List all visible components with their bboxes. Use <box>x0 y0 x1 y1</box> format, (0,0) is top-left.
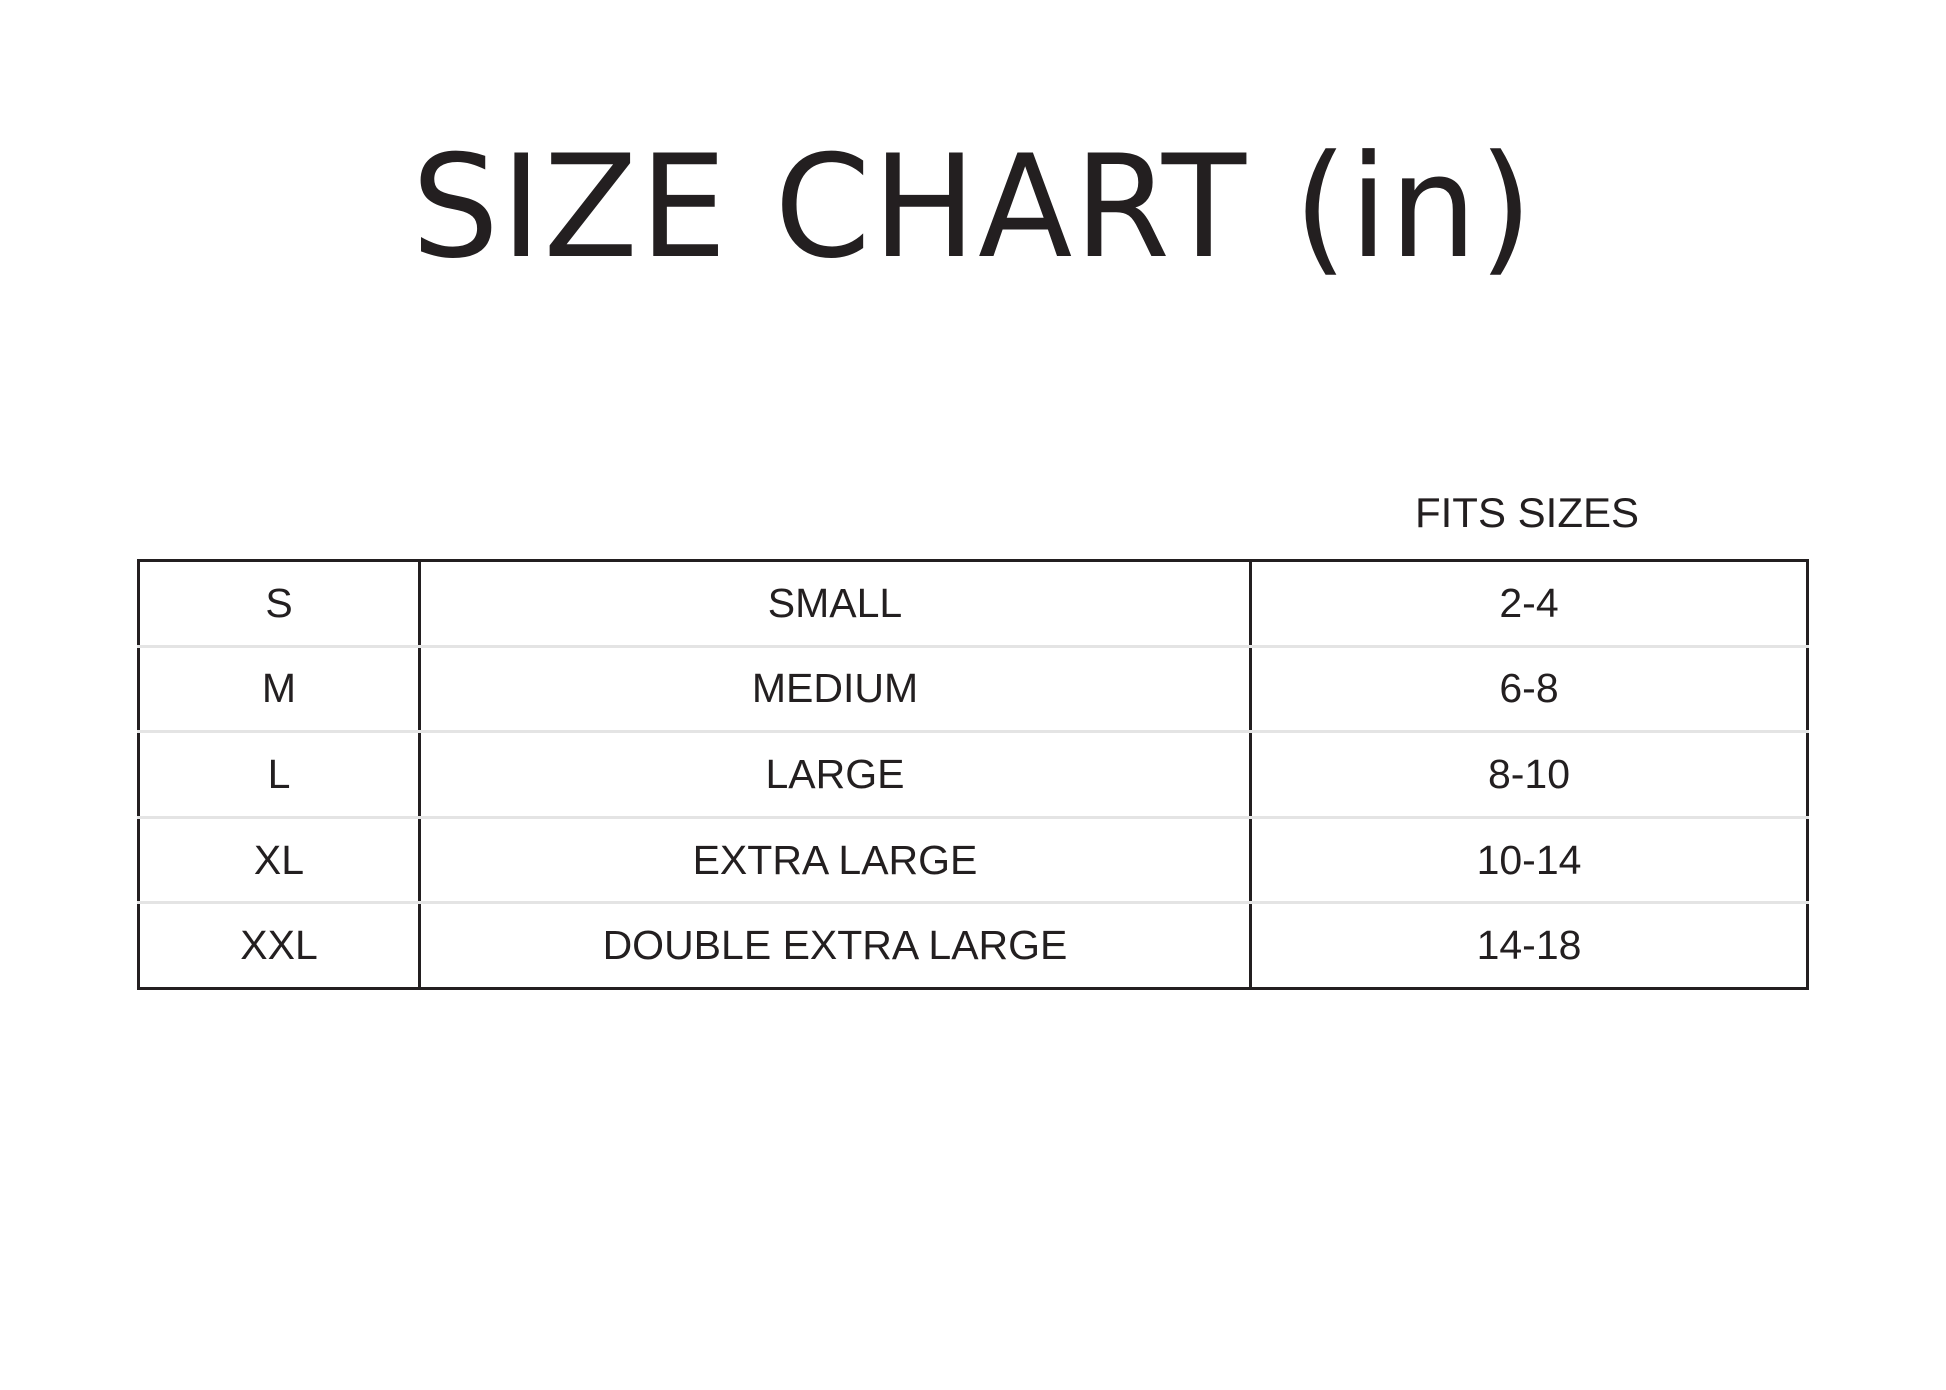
table-row: S SMALL 2-4 <box>137 560 1809 648</box>
size-code: L <box>137 731 421 819</box>
table-row: XXL DOUBLE EXTRA LARGE 14-18 <box>137 902 1809 989</box>
table-row: M MEDIUM 6-8 <box>137 646 1809 734</box>
fits-sizes: 10-14 <box>1249 817 1809 905</box>
fits-sizes-header: FITS SIZES <box>1414 489 1640 536</box>
fits-sizes: 2-4 <box>1249 560 1809 648</box>
fits-sizes: 6-8 <box>1249 646 1809 734</box>
size-code: S <box>137 560 421 648</box>
fits-sizes: 14-18 <box>1249 902 1809 989</box>
size-name: EXTRA LARGE <box>418 817 1252 905</box>
size-name: LARGE <box>418 731 1252 819</box>
page-title: SIZE CHART (in) <box>411 125 1535 290</box>
table-row: L LARGE 8-10 <box>137 731 1809 819</box>
table-row: XL EXTRA LARGE 10-14 <box>137 817 1809 905</box>
fits-sizes: 8-10 <box>1249 731 1809 819</box>
size-code: XL <box>137 817 421 905</box>
size-name: SMALL <box>418 560 1252 648</box>
size-table: S SMALL 2-4 M MEDIUM 6-8 L LARGE 8-10 XL… <box>137 559 1809 990</box>
size-name: MEDIUM <box>418 646 1252 734</box>
size-name: DOUBLE EXTRA LARGE <box>418 902 1252 989</box>
size-code: M <box>137 646 421 734</box>
size-code: XXL <box>137 902 421 989</box>
